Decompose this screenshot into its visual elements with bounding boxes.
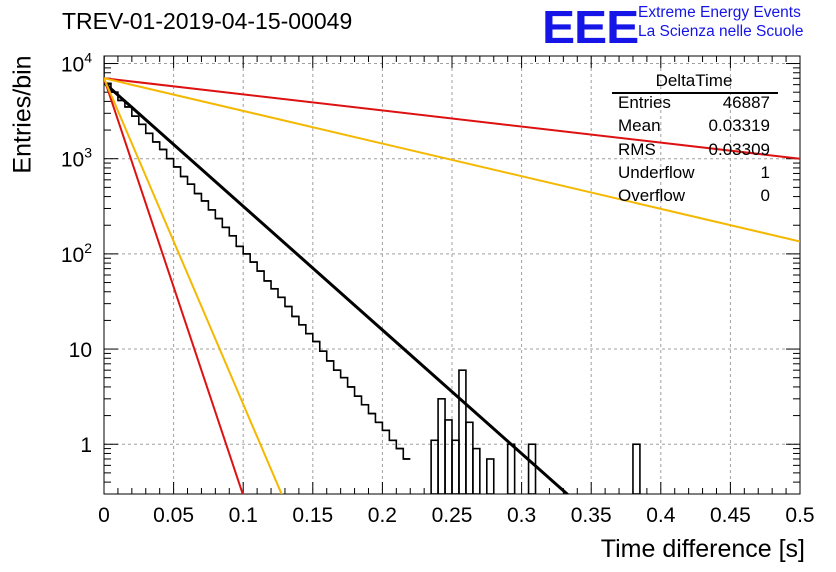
histogram-bin: [458, 369, 467, 494]
reference-line: [104, 77, 283, 494]
stats-value: 1: [760, 163, 770, 182]
x-tick-label: 0.15: [292, 504, 333, 527]
stats-row-rms: RMS 0.03309: [618, 140, 770, 160]
stats-row-overflow: Overflow 0: [618, 186, 770, 206]
histogram-bin: [451, 439, 460, 494]
stats-row-entries: Entries 46887: [618, 93, 770, 113]
logo-caption-line1: Extreme Energy Events: [638, 4, 801, 21]
y-tick-label: 1: [80, 434, 92, 457]
stats-value: 0.03319: [708, 116, 770, 135]
stats-value: 46887: [722, 93, 770, 112]
histogram-bin: [465, 421, 474, 494]
x-axis-label: Time difference [s]: [600, 535, 805, 563]
histogram-bin: [430, 439, 439, 494]
x-tick-label: 0.4: [646, 504, 676, 527]
histogram-bin: [437, 398, 446, 494]
x-tick-label: 0.35: [571, 504, 612, 527]
histogram-bin: [485, 458, 495, 494]
stats-row-mean: Mean 0.03319: [618, 116, 770, 136]
fit-line: [104, 81, 570, 494]
x-tick-label: 0: [98, 504, 110, 527]
stats-label: Overflow: [618, 186, 686, 205]
reference-line: [104, 77, 800, 160]
stats-row-underflow: Underflow 1: [618, 163, 770, 183]
y-tick-label: 102: [61, 240, 92, 267]
reference-line: [104, 77, 244, 494]
reference-line: [104, 77, 800, 243]
logo-caption-line2: La Scienza nelle Scuole: [638, 23, 804, 40]
histogram-bin: [506, 443, 516, 494]
y-tick-label: 104: [61, 50, 92, 77]
x-tick-label: 0.45: [710, 504, 751, 527]
stats-value: 0.03309: [708, 140, 770, 159]
x-tick-label: 0.1: [229, 504, 258, 527]
x-tick-label: 0.3: [507, 504, 536, 527]
x-tick-label: 0.25: [432, 504, 473, 527]
x-tick-label: 0.5: [785, 504, 814, 527]
stats-title: DeltaTime: [655, 71, 733, 90]
stats-label: RMS: [618, 140, 656, 159]
x-tick-label: 0.05: [153, 504, 194, 527]
stats-divider: [612, 92, 778, 94]
logo-caption: Extreme Energy Events La Scienza nelle S…: [638, 3, 803, 41]
stats-value: 0: [760, 186, 770, 205]
stats-label: Underflow: [618, 163, 695, 182]
stats-label: Entries: [618, 93, 671, 112]
x-tick-label: 0.2: [368, 504, 397, 527]
plot-title: TREV-01-2019-04-15-00049: [62, 8, 353, 34]
histogram-bin: [632, 443, 641, 494]
histogram-bin: [472, 447, 481, 494]
y-axis-label: Entries/bin: [8, 55, 37, 174]
histogram-bin: [527, 443, 537, 494]
histogram-outline: [104, 56, 411, 460]
stats-label: Mean: [618, 116, 661, 135]
eee-logo: EEE: [542, 1, 639, 53]
histogram-bin: [444, 419, 453, 494]
y-tick-label: 103: [61, 145, 92, 172]
y-tick-label: 10: [69, 339, 92, 362]
